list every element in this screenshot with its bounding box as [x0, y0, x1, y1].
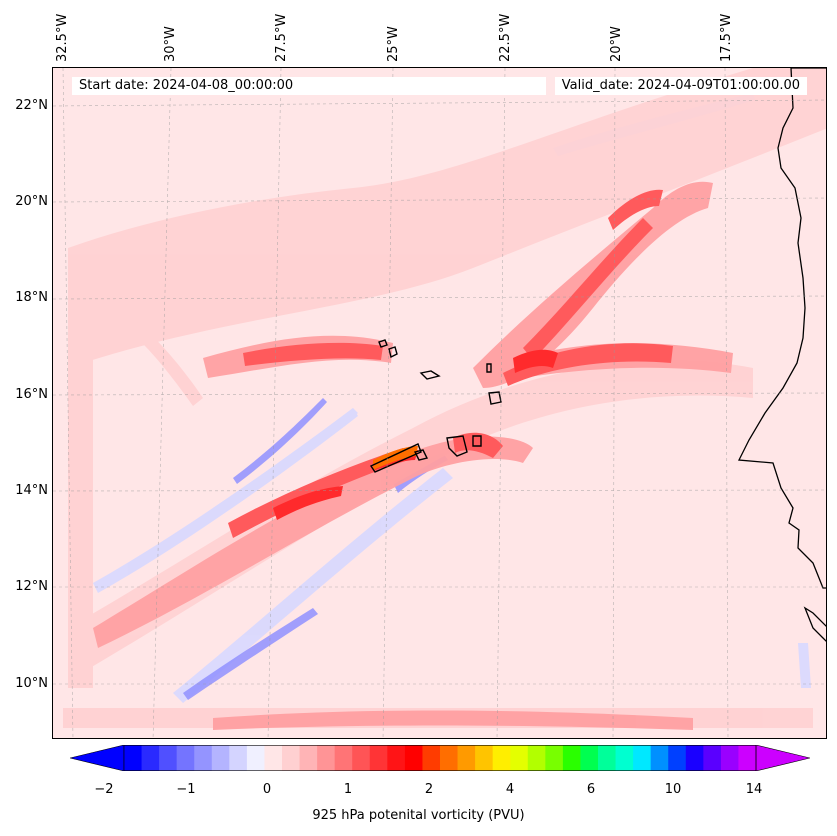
colorbar-tick-label: −1 — [176, 782, 196, 797]
colorbar-swatch — [492, 745, 511, 771]
lon-label-32-5w: 32.5°W — [55, 13, 70, 62]
colorbar-swatch — [440, 745, 459, 771]
colorbar-swatch — [159, 745, 178, 771]
lat-label-12n: 12°N — [15, 579, 48, 594]
colorbar-swatch — [264, 745, 283, 771]
colorbar-tick-label: 2 — [424, 782, 434, 797]
lon-label-27-5w: 27.5°W — [274, 13, 289, 62]
colorbar-swatch — [194, 745, 213, 771]
colorbar-tick-label: 4 — [505, 782, 515, 797]
pv-contour-field — [53, 68, 826, 738]
lon-label-17-5w: 17.5°W — [719, 13, 734, 62]
max-pv-core — [373, 446, 418, 470]
colorbar-swatch — [299, 745, 318, 771]
colorbar-swatch — [598, 745, 617, 771]
colorbar-swatch — [369, 745, 388, 771]
colorbar-swatch — [720, 745, 739, 771]
colorbar-title: 925 hPa potenital vorticity (PVU) — [312, 808, 525, 823]
colorbar-swatch — [475, 745, 494, 771]
lon-label-22-5w: 22.5°W — [498, 13, 513, 62]
colorbar-swatch — [545, 745, 564, 771]
lat-label-10n: 10°N — [15, 676, 48, 691]
colorbar-swatch — [176, 745, 195, 771]
colorbar — [70, 745, 810, 771]
colorbar-swatch — [282, 745, 301, 771]
lat-label-18n: 18°N — [15, 290, 48, 305]
colorbar-swatch — [246, 745, 265, 771]
cape-verde-islands — [369, 339, 502, 473]
colorbar-tick-label: 1 — [343, 782, 353, 797]
colorbar-swatch — [229, 745, 248, 771]
colorbar-swatch — [334, 745, 353, 771]
colorbar-swatch — [211, 745, 230, 771]
colorbar-swatch — [387, 745, 406, 771]
colorbar-swatch — [633, 745, 652, 771]
colorbar-border — [123, 745, 757, 771]
colorbar-tick-label: 10 — [664, 782, 682, 797]
colorbar-tick-label: 0 — [262, 782, 272, 797]
colorbar-tick-label: −2 — [94, 782, 114, 797]
lat-label-16n: 16°N — [15, 387, 48, 402]
colorbar-swatch — [404, 745, 423, 771]
colorbar-swatch — [457, 745, 476, 771]
lat-label-14n: 14°N — [15, 483, 48, 498]
colorbar-swatch — [580, 745, 599, 771]
colorbar-swatch — [685, 745, 704, 771]
colorbar-swatch — [422, 745, 441, 771]
colorbar-tick-label: 14 — [745, 782, 763, 797]
map-panel[interactable]: Start date: 2024-04-08_00:00:00 Valid_da… — [52, 67, 827, 739]
lon-label-30w: 30°W — [163, 26, 178, 62]
colorbar-swatch — [650, 745, 669, 771]
colorbar-swatch — [738, 745, 757, 771]
lon-label-25w: 25°W — [386, 26, 401, 62]
valid-date-label: Valid_date: 2024-04-09T01:00:00.00 — [554, 77, 807, 95]
colorbar-swatch — [562, 745, 581, 771]
weak-pv-field — [63, 68, 826, 728]
colorbar-swatch — [615, 745, 634, 771]
colorbar-swatch — [703, 745, 722, 771]
colorbar-over-arrow — [755, 745, 810, 771]
colorbar-swatch — [510, 745, 529, 771]
colorbar-swatch — [527, 745, 546, 771]
colorbar-swatch — [352, 745, 371, 771]
start-date-label: Start date: 2024-04-08_00:00:00 — [72, 77, 546, 95]
lon-label-20w: 20°W — [609, 26, 624, 62]
colorbar-swatch — [668, 745, 687, 771]
colorbar-swatch — [141, 745, 160, 771]
lat-label-22n: 22°N — [15, 98, 48, 113]
colorbar-swatch — [124, 745, 143, 771]
graticule — [53, 68, 826, 738]
colorbar-under-arrow — [70, 745, 125, 771]
colorbar-swatch — [317, 745, 336, 771]
colorbar-tick-label: 6 — [586, 782, 596, 797]
africa-coastline — [737, 68, 826, 642]
lat-label-20n: 20°N — [15, 194, 48, 209]
